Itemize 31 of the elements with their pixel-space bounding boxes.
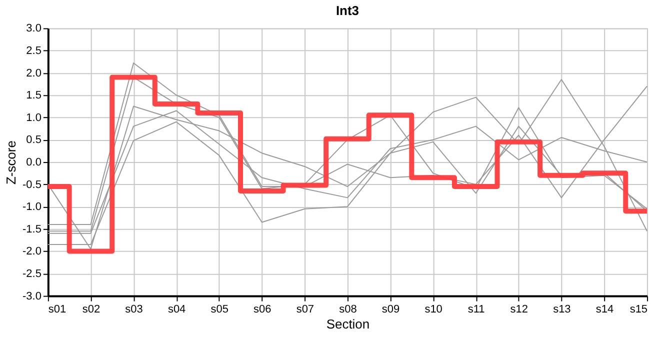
y-tick-label: -2.5 [22, 268, 42, 280]
y-tick-label: 2.0 [26, 67, 42, 80]
y-tick-label: -2.0 [22, 246, 42, 258]
x-tick-label: s03 [125, 303, 143, 316]
x-tick-label: s07 [296, 303, 314, 316]
chart-title: Int3 [336, 3, 360, 18]
x-tick-label: s12 [510, 303, 528, 316]
x-tick-label: s04 [168, 303, 186, 316]
y-tick-label: 1.5 [26, 90, 42, 102]
x-tick-label: s06 [254, 303, 272, 316]
y-tick-label: -0.5 [22, 178, 42, 191]
x-tick-label: s11 [468, 303, 485, 316]
x-tick-label: s01 [48, 303, 66, 316]
y-tick-label: -1.5 [22, 223, 42, 236]
y-tick-label: -1.0 [22, 201, 42, 214]
x-tick-label: s13 [553, 303, 571, 316]
y-tick-label: -3.0 [22, 290, 42, 302]
x-axis-title: Section [326, 316, 370, 332]
y-axis-title: Z-score [4, 140, 19, 184]
x-tick-label: s10 [424, 303, 442, 316]
y-tick-label: 3.0 [26, 22, 42, 35]
x-tick-label: s15 [630, 303, 648, 316]
x-tick-label: s09 [382, 303, 400, 316]
y-tick-label: 2.5 [26, 45, 42, 58]
x-tick-label: s08 [339, 303, 357, 316]
y-tick-label: 1.0 [26, 112, 42, 124]
y-tick-label: 0.5 [26, 134, 42, 146]
x-tick-label: s14 [596, 303, 614, 316]
x-tick-label: s05 [210, 303, 228, 316]
y-tick-label: 0.0 [26, 156, 42, 169]
x-tick-label: s02 [82, 303, 100, 316]
